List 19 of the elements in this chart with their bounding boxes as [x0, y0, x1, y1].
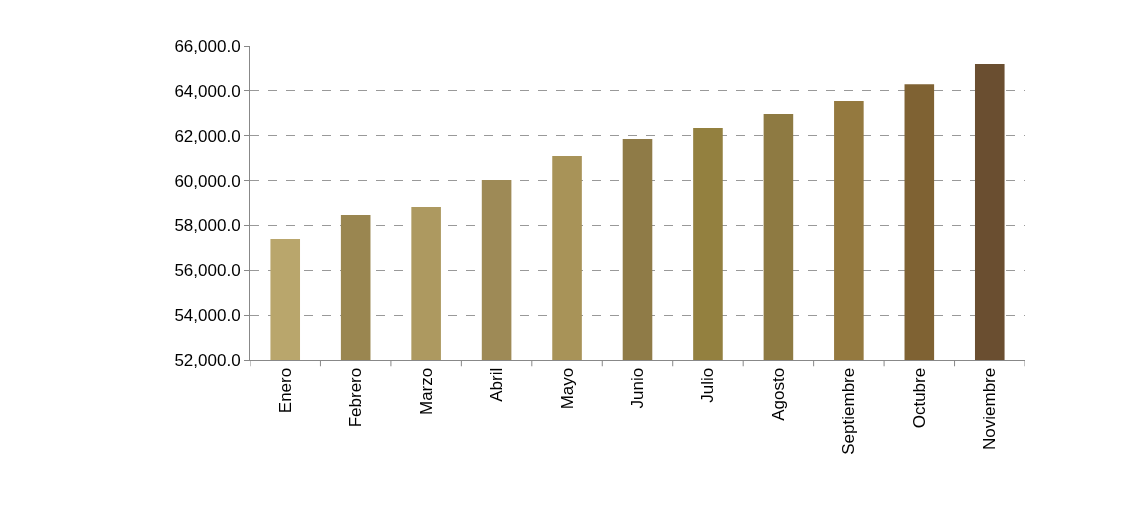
x-tick-label: Abril — [487, 367, 507, 402]
y-tick-label: 62,000.0 — [174, 126, 241, 146]
x-tick-label: Noviembre — [980, 367, 1000, 450]
x-tick-label: Febrero — [346, 367, 366, 428]
x-tick-label: Octubre — [909, 367, 929, 429]
x-tick-label: Julio — [698, 367, 718, 403]
x-tick-label: Marzo — [416, 367, 436, 416]
x-tick-label: Agosto — [768, 367, 788, 421]
y-tick-label: 60,000.0 — [174, 171, 241, 191]
x-tick-label: Enero — [275, 367, 295, 414]
y-tick-label: 58,000.0 — [174, 216, 241, 236]
y-tick-label: 56,000.0 — [174, 261, 241, 281]
x-tick-label: Junio — [628, 367, 648, 409]
y-tick-label: 52,000.0 — [174, 350, 241, 370]
y-tick-label: 64,000.0 — [174, 81, 241, 101]
y-tick-label: 66,000.0 — [174, 36, 241, 56]
x-tick-label: Mayo — [557, 367, 577, 410]
y-tick-label: 54,000.0 — [174, 306, 241, 326]
x-tick-label: Septiembre — [839, 367, 859, 455]
